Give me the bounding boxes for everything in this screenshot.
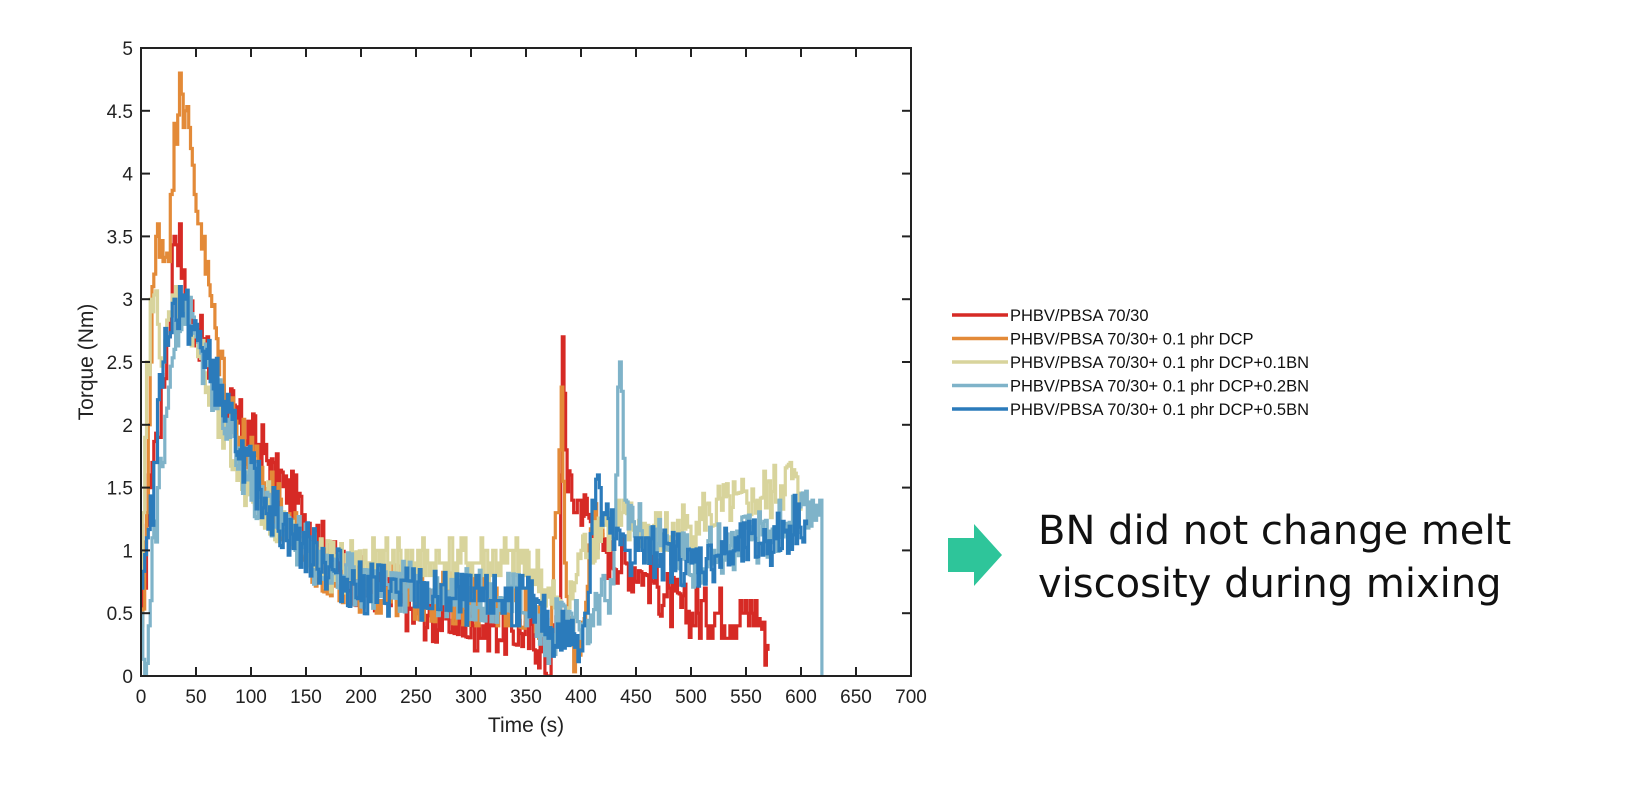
y-tick-label: 2 <box>122 416 133 437</box>
x-tick-label: 400 <box>565 687 597 708</box>
y-axis-title: Torque (Nm) <box>75 304 98 421</box>
x-tick-label: 350 <box>510 687 542 708</box>
series-line-4 <box>141 288 824 676</box>
series-line-3 <box>141 285 803 637</box>
y-tick-label: 5 <box>122 39 133 60</box>
x-tick-label: 500 <box>675 687 707 708</box>
legend: PHBV/PBSA 70/30 PHBV/PBSA 70/30+ 0.1 phr … <box>952 307 1309 419</box>
legend-label: PHBV/PBSA 70/30+ 0.1 phr DCP+0.5BN <box>1010 401 1309 419</box>
x-tick-label: 200 <box>345 687 377 708</box>
conclusion-callout: BN did not change melt viscosity during … <box>948 490 1608 620</box>
axis-ticks: 0 50 100 150 200 250 300 350 400 450 500 550 600 650 7… <box>107 39 927 708</box>
y-tick-label: 0 <box>122 667 133 688</box>
y-tick-label: 1.5 <box>107 479 133 500</box>
y-tick-label: 2.5 <box>107 353 133 374</box>
x-tick-label: 150 <box>290 687 322 708</box>
x-tick-label: 450 <box>620 687 652 708</box>
y-tick-label: 3.5 <box>107 227 133 248</box>
legend-label: PHBV/PBSA 70/30 <box>1010 307 1149 325</box>
x-tick-label: 700 <box>895 687 927 708</box>
x-tick-label: 0 <box>136 687 147 708</box>
x-tick-label: 100 <box>235 687 267 708</box>
legend-label: PHBV/PBSA 70/30+ 0.1 phr DCP <box>1010 331 1254 349</box>
conclusion-text: BN did not change melt viscosity during … <box>1038 508 1512 607</box>
x-tick-label: 550 <box>730 687 762 708</box>
x-tick-label: 250 <box>400 687 432 708</box>
x-axis-title: Time (s) <box>488 714 564 737</box>
legend-label: PHBV/PBSA 70/30+ 0.1 phr DCP+0.2BN <box>1010 378 1309 396</box>
x-tick-label: 300 <box>455 687 487 708</box>
series-layer <box>141 71 824 676</box>
right-arrow-icon <box>948 524 1002 586</box>
y-tick-label: 0.5 <box>107 604 133 625</box>
y-tick-label: 4.5 <box>107 102 133 123</box>
x-tick-label: 50 <box>185 687 206 708</box>
x-tick-label: 650 <box>840 687 872 708</box>
series-line-5 <box>141 285 809 664</box>
legend-label: PHBV/PBSA 70/30+ 0.1 phr DCP+0.1BN <box>1010 354 1309 372</box>
y-tick-label: 3 <box>122 290 133 311</box>
y-tick-label: 4 <box>122 165 133 186</box>
x-tick-label: 600 <box>785 687 817 708</box>
y-tick-label: 1 <box>122 541 133 562</box>
